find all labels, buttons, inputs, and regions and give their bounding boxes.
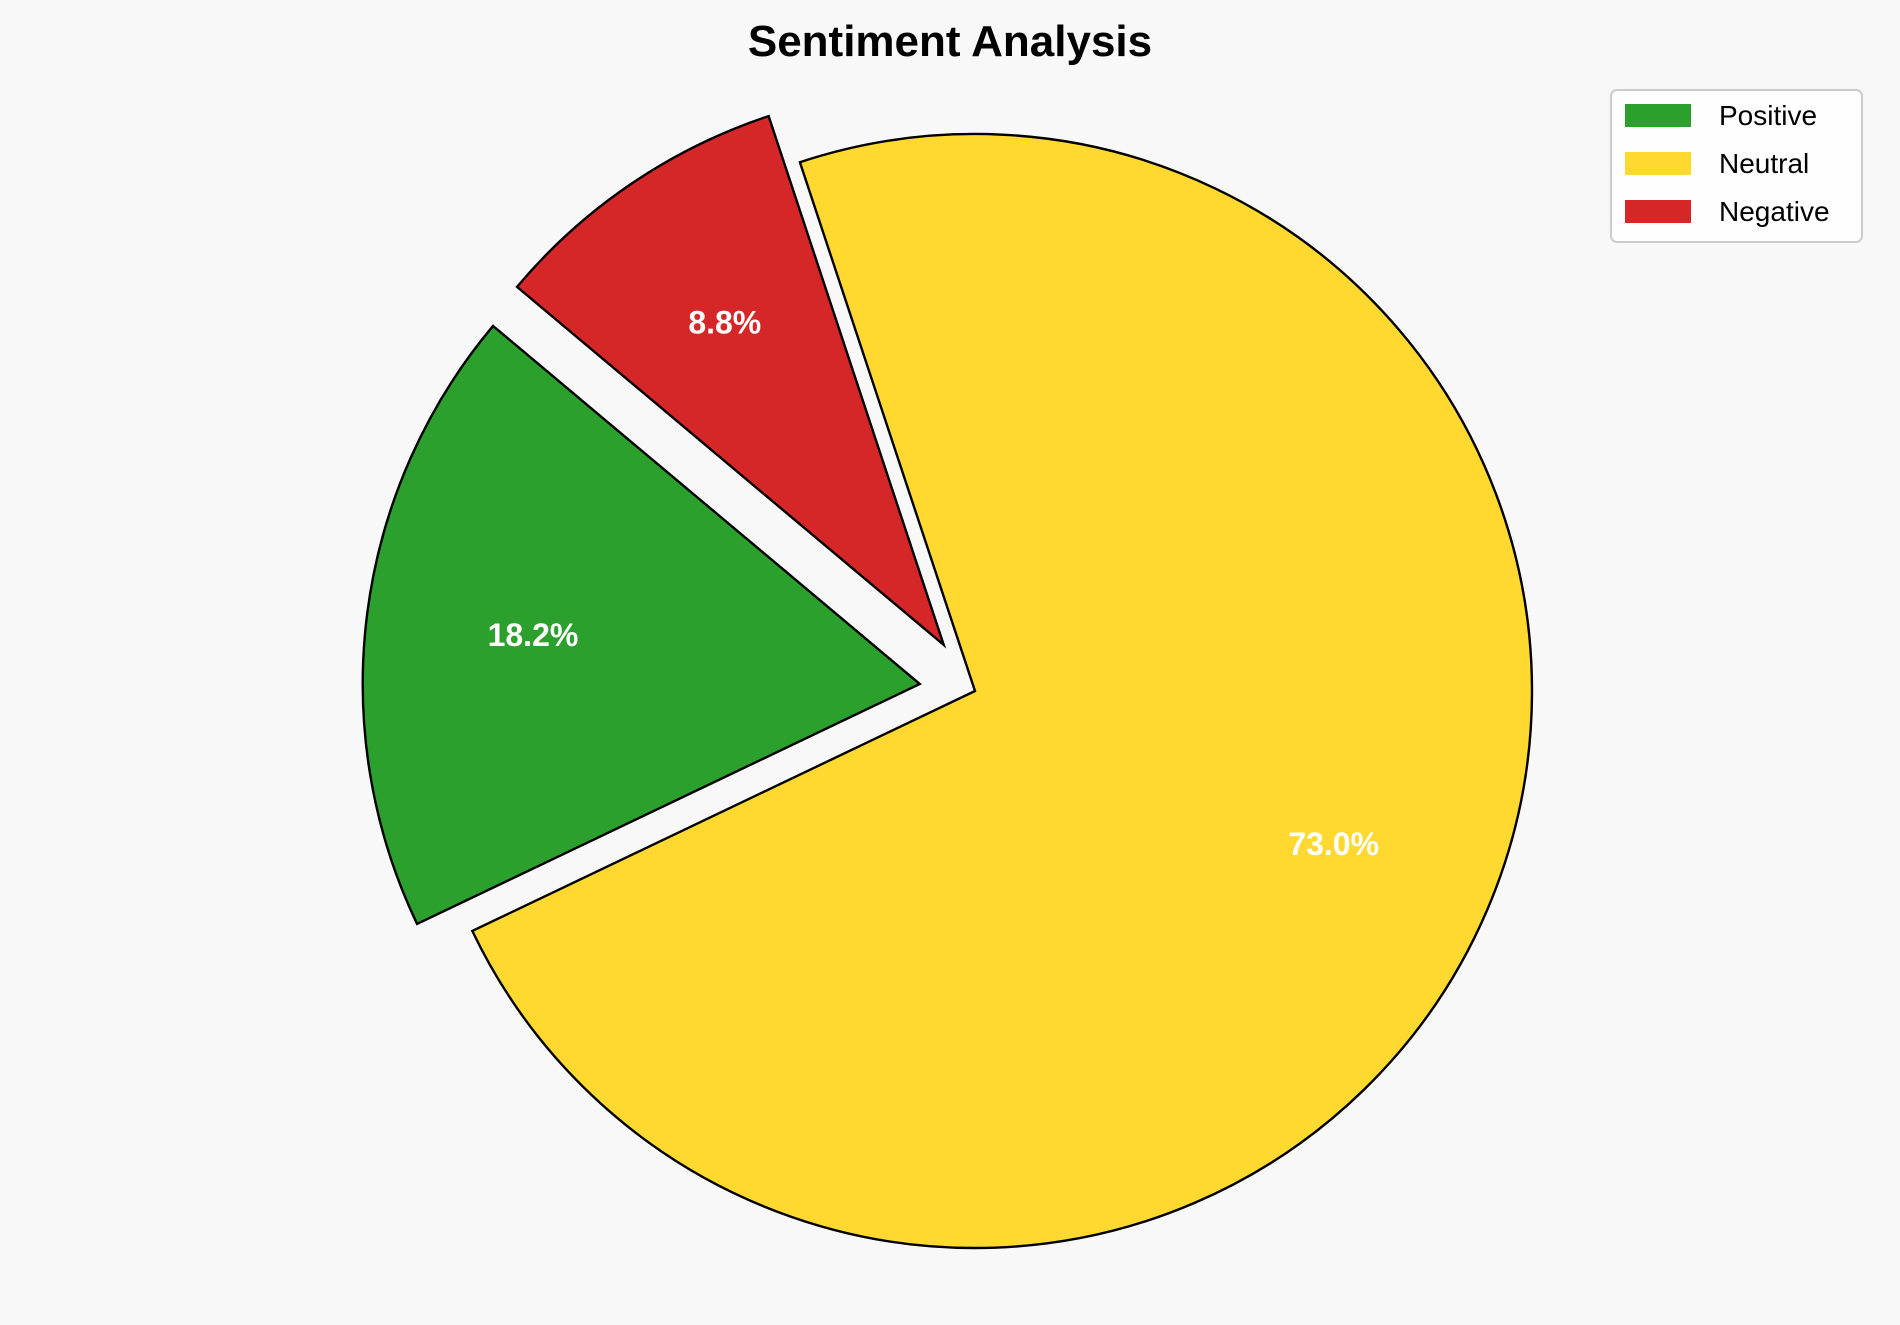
- legend-swatch-negative: [1625, 200, 1691, 223]
- legend-label-positive: Positive: [1719, 100, 1817, 131]
- pie-slice-neutral: [470, 132, 1534, 1250]
- legend-swatch-positive: [1625, 104, 1691, 127]
- pie-slice-negative: [515, 114, 947, 649]
- slice-label-neutral: 73.0%: [1288, 826, 1379, 862]
- pie-slice-positive: [361, 324, 922, 926]
- legend-swatch-neutral: [1625, 152, 1691, 175]
- legend: Positive Neutral Negative: [1610, 89, 1863, 243]
- legend-label-neutral: Neutral: [1719, 148, 1809, 179]
- slice-label-negative: 8.8%: [688, 304, 761, 340]
- legend-label-negative: Negative: [1719, 196, 1830, 227]
- chart-title: Sentiment Analysis: [748, 17, 1152, 66]
- slice-label-positive: 18.2%: [488, 617, 579, 653]
